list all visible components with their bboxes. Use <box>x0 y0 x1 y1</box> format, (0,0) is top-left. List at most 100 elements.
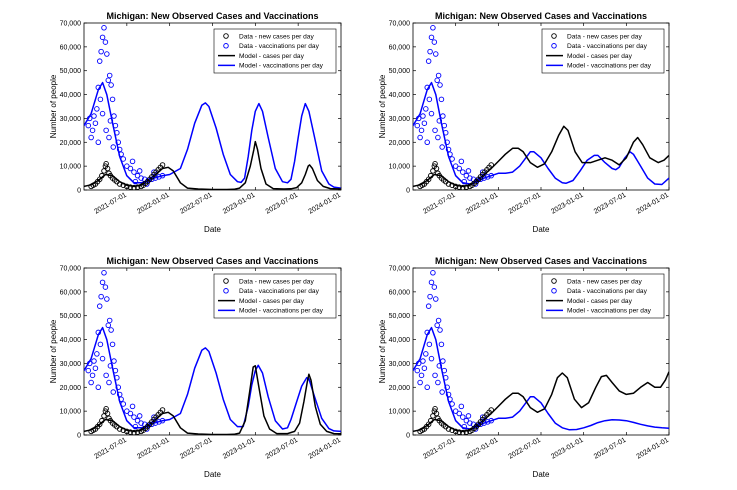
data-vaccination-point <box>444 139 450 146</box>
data-vaccination-point <box>114 129 120 136</box>
data-vaccination-point <box>159 172 166 179</box>
data-vaccination-point <box>85 367 92 374</box>
data-case-point <box>432 161 438 167</box>
y-tick-label: 40,000 <box>60 92 82 99</box>
y-tick-label: 30,000 <box>60 361 82 368</box>
x-tick-label: 2023-01-01 <box>222 437 257 461</box>
x-tick-label: 2022-07-01 <box>179 437 214 461</box>
series-model-cases-line <box>84 365 341 435</box>
data-vaccination-point <box>484 419 491 425</box>
data-vaccination-point <box>152 175 159 181</box>
data-vaccination-point <box>414 122 421 129</box>
data-vaccination-point <box>479 169 486 175</box>
data-vaccination-point <box>436 118 443 124</box>
data-vaccination-point <box>440 358 446 364</box>
data-vaccination-point <box>112 122 119 129</box>
data-vaccination-point <box>449 156 455 162</box>
data-vaccination-point <box>109 96 116 103</box>
data-vaccination-point <box>467 420 473 426</box>
data-case-point <box>428 417 434 424</box>
chart-title: Michigan: New Observed Cases and Vaccina… <box>435 11 647 21</box>
data-vaccination-point <box>99 34 106 41</box>
data-vaccination-point <box>88 134 94 141</box>
data-vaccination-point <box>106 317 113 324</box>
x-tick-label: 2023-01-01 <box>550 192 585 216</box>
data-vaccination-point <box>461 178 467 185</box>
x-tick-label: 2022-07-01 <box>507 192 542 216</box>
data-vaccination-point <box>437 82 443 88</box>
data-vaccination-point <box>449 401 455 407</box>
data-vaccination-point <box>94 351 100 357</box>
data-vaccination-point <box>120 401 127 407</box>
data-vaccination-point <box>120 156 127 162</box>
data-vaccination-point <box>420 113 426 119</box>
data-vaccination-point <box>151 169 157 175</box>
data-vaccination-point <box>441 122 448 129</box>
data-vaccination-point <box>460 169 466 175</box>
x-tick-label: 2024-01-01 <box>635 192 670 216</box>
data-case-point <box>433 165 440 172</box>
data-vaccination-point <box>421 120 428 126</box>
y-tick-label: 20,000 <box>389 385 411 392</box>
data-vaccination-point <box>131 414 137 420</box>
data-vaccination-point <box>434 322 440 329</box>
data-vaccination-point <box>95 84 102 91</box>
data-vaccination-point <box>426 341 433 348</box>
legend-entry: Data - new cases per day <box>239 278 314 285</box>
data-vaccination-point <box>461 423 467 430</box>
data-case-point <box>488 407 494 413</box>
x-axis-label: Date <box>204 225 221 234</box>
data-vaccination-point <box>440 113 446 119</box>
data-vaccination-point <box>112 367 119 374</box>
data-vaccination-point <box>111 113 117 119</box>
data-vaccination-point <box>431 284 438 290</box>
y-tick-label: 60,000 <box>60 44 82 51</box>
data-case-point <box>445 426 452 432</box>
data-vaccination-point <box>86 360 93 367</box>
data-vaccination-point <box>94 106 100 112</box>
data-vaccination-point <box>102 39 109 45</box>
data-vaccination-point <box>465 413 472 419</box>
data-vaccination-point <box>434 77 440 84</box>
data-vaccination-point <box>415 360 422 367</box>
data-case-point <box>103 161 109 167</box>
data-vaccination-point <box>108 327 114 333</box>
legend-entry: Model - cases per day <box>567 298 633 305</box>
data-vaccination-point <box>136 168 143 174</box>
data-vaccination-point <box>97 96 104 103</box>
data-vaccination-point <box>106 134 112 141</box>
series-group <box>84 25 341 190</box>
y-tick-label: 0 <box>77 188 81 195</box>
data-vaccination-point <box>423 106 429 112</box>
data-vaccination-point <box>132 178 139 185</box>
data-vaccination-point <box>89 372 96 379</box>
data-case-point <box>127 429 134 435</box>
data-vaccination-point <box>447 396 453 402</box>
data-case-point <box>134 184 141 190</box>
data-case-point <box>127 184 134 190</box>
data-vaccination-point <box>430 25 436 31</box>
x-tick-label: 2021-07-01 <box>422 437 457 461</box>
data-vaccination-point <box>151 414 157 420</box>
y-tick-label: 0 <box>406 188 410 195</box>
y-tick-label: 70,000 <box>60 266 82 273</box>
data-vaccination-point <box>127 410 134 417</box>
data-vaccination-point <box>114 374 120 381</box>
data-vaccination-point <box>118 151 124 157</box>
data-case-point <box>131 184 137 190</box>
legend-entry: Data - vaccinations per day <box>239 288 320 295</box>
data-case-point <box>449 182 455 188</box>
data-vaccination-point <box>129 158 136 165</box>
data-vaccination-point <box>99 110 106 117</box>
data-vaccination-point <box>152 420 159 426</box>
y-tick-label: 0 <box>77 433 81 440</box>
y-tick-label: 10,000 <box>60 409 82 416</box>
data-vaccination-point <box>428 279 435 286</box>
legend-entry: Model - vaccinations per day <box>239 308 324 315</box>
chart-panel-top-right: 0 10,000 20,000 30,000 40,000 50,000 60,000 70,… <box>378 11 670 234</box>
data-vaccination-point <box>118 396 124 402</box>
data-vaccination-point <box>425 58 432 64</box>
data-vaccination-point <box>420 358 426 364</box>
data-vaccination-point <box>481 420 487 426</box>
y-tick-label: 20,000 <box>60 140 82 147</box>
